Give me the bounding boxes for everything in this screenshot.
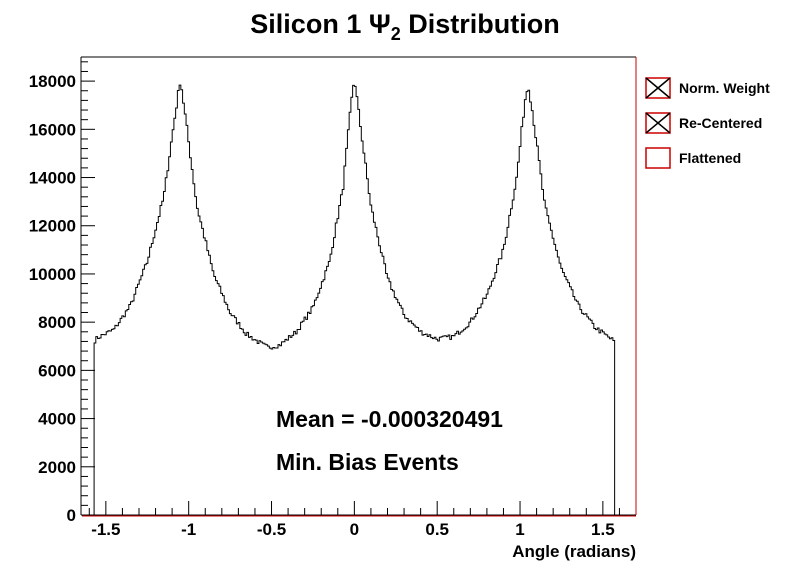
y-tick-label: 8000 (38, 313, 76, 332)
y-tick-label: 14000 (29, 169, 76, 188)
legend: Norm. Weight Re-Centered Flattened (645, 77, 770, 169)
legend-label: Norm. Weight (679, 80, 770, 96)
legend-box (645, 147, 671, 169)
y-tick-label: 6000 (38, 361, 76, 380)
x-tick-label: 1 (515, 520, 524, 539)
legend-box (645, 112, 671, 134)
legend-x-stroke (645, 112, 671, 134)
chart-title: Silicon 1 Ψ2 Distribution (250, 9, 559, 44)
x-tick-label: 0.5 (425, 520, 449, 539)
x-axis-title: Angle (radians) (512, 542, 636, 561)
y-tick-label: 18000 (29, 72, 76, 91)
histogram-series (93, 84, 616, 515)
histogram-line (93, 84, 616, 515)
legend-box (645, 77, 671, 99)
y-tick-label: 2000 (38, 458, 76, 477)
x-tick-label: -1.5 (91, 520, 120, 539)
axes: 0 2000 4000 6000 8000 10000 12000 14000 16000 180… (29, 61, 620, 539)
plot-frame (80, 56, 637, 517)
x-tick-label: -0.5 (257, 520, 286, 539)
y-tick-label: 4000 (38, 410, 76, 429)
x-tick-label: -1 (181, 520, 196, 539)
y-tick-label: 12000 (29, 217, 76, 236)
y-tick-label: 16000 (29, 120, 76, 139)
mean-annotation: Mean = -0.000320491 (276, 406, 503, 432)
legend-x-stroke (645, 77, 671, 99)
legend-label: Flattened (679, 150, 741, 166)
legend-label: Re-Centered (679, 115, 762, 131)
y-tick-label: 10000 (29, 265, 76, 284)
y-tick-label: 0 (67, 506, 76, 525)
x-tick-label: 0 (350, 520, 359, 539)
x-tick-label: 1.5 (591, 520, 615, 539)
events-annotation: Min. Bias Events (276, 449, 459, 475)
